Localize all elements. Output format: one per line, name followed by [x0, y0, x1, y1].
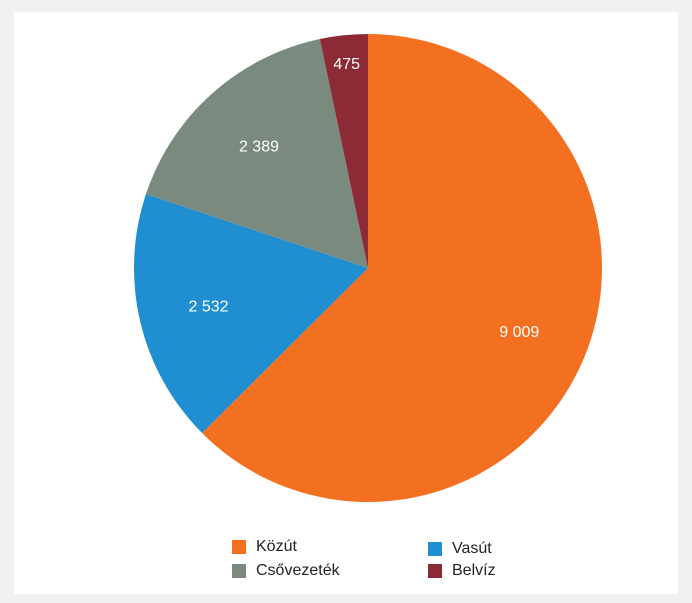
pie-slice-vasut — [134, 194, 368, 434]
legend-item-csovezetek: Csővezeték — [232, 562, 340, 580]
slice-label-csovezetek: 2 389 — [239, 139, 279, 156]
slice-label-vasut: 2 532 — [189, 298, 229, 315]
legend-label-kozut: Közút — [256, 538, 297, 555]
slice-label-belviz: 475 — [333, 56, 360, 73]
legend-label-csovezetek: Csővezeték — [256, 562, 340, 579]
legend-swatch-csovezetek — [232, 564, 246, 578]
pie-chart: 9 009 2 532 2 389 475 — [134, 34, 603, 503]
slice-label-kozut: 9 009 — [499, 324, 539, 341]
legend-item-belviz: Belvíz — [428, 562, 496, 580]
legend-label-vasut: Vasút — [452, 540, 492, 557]
legend-swatch-belviz — [428, 564, 442, 578]
pie-slice-csovezetek — [145, 39, 368, 269]
legend-swatch-vasut — [428, 542, 442, 556]
chart-panel: 9 009 2 532 2 389 475 Közút Vasút Csővezeté… — [14, 12, 678, 594]
legend-label-belviz: Belvíz — [452, 562, 496, 579]
legend-item-kozut: Közút — [232, 538, 297, 556]
pie-slice-belviz — [319, 34, 368, 268]
legend: Közút Vasút Csővezeték Belvíz — [232, 538, 532, 588]
pie-slice-kozut — [202, 34, 603, 503]
legend-swatch-kozut — [232, 540, 246, 554]
legend-item-vasut: Vasút — [428, 540, 492, 558]
